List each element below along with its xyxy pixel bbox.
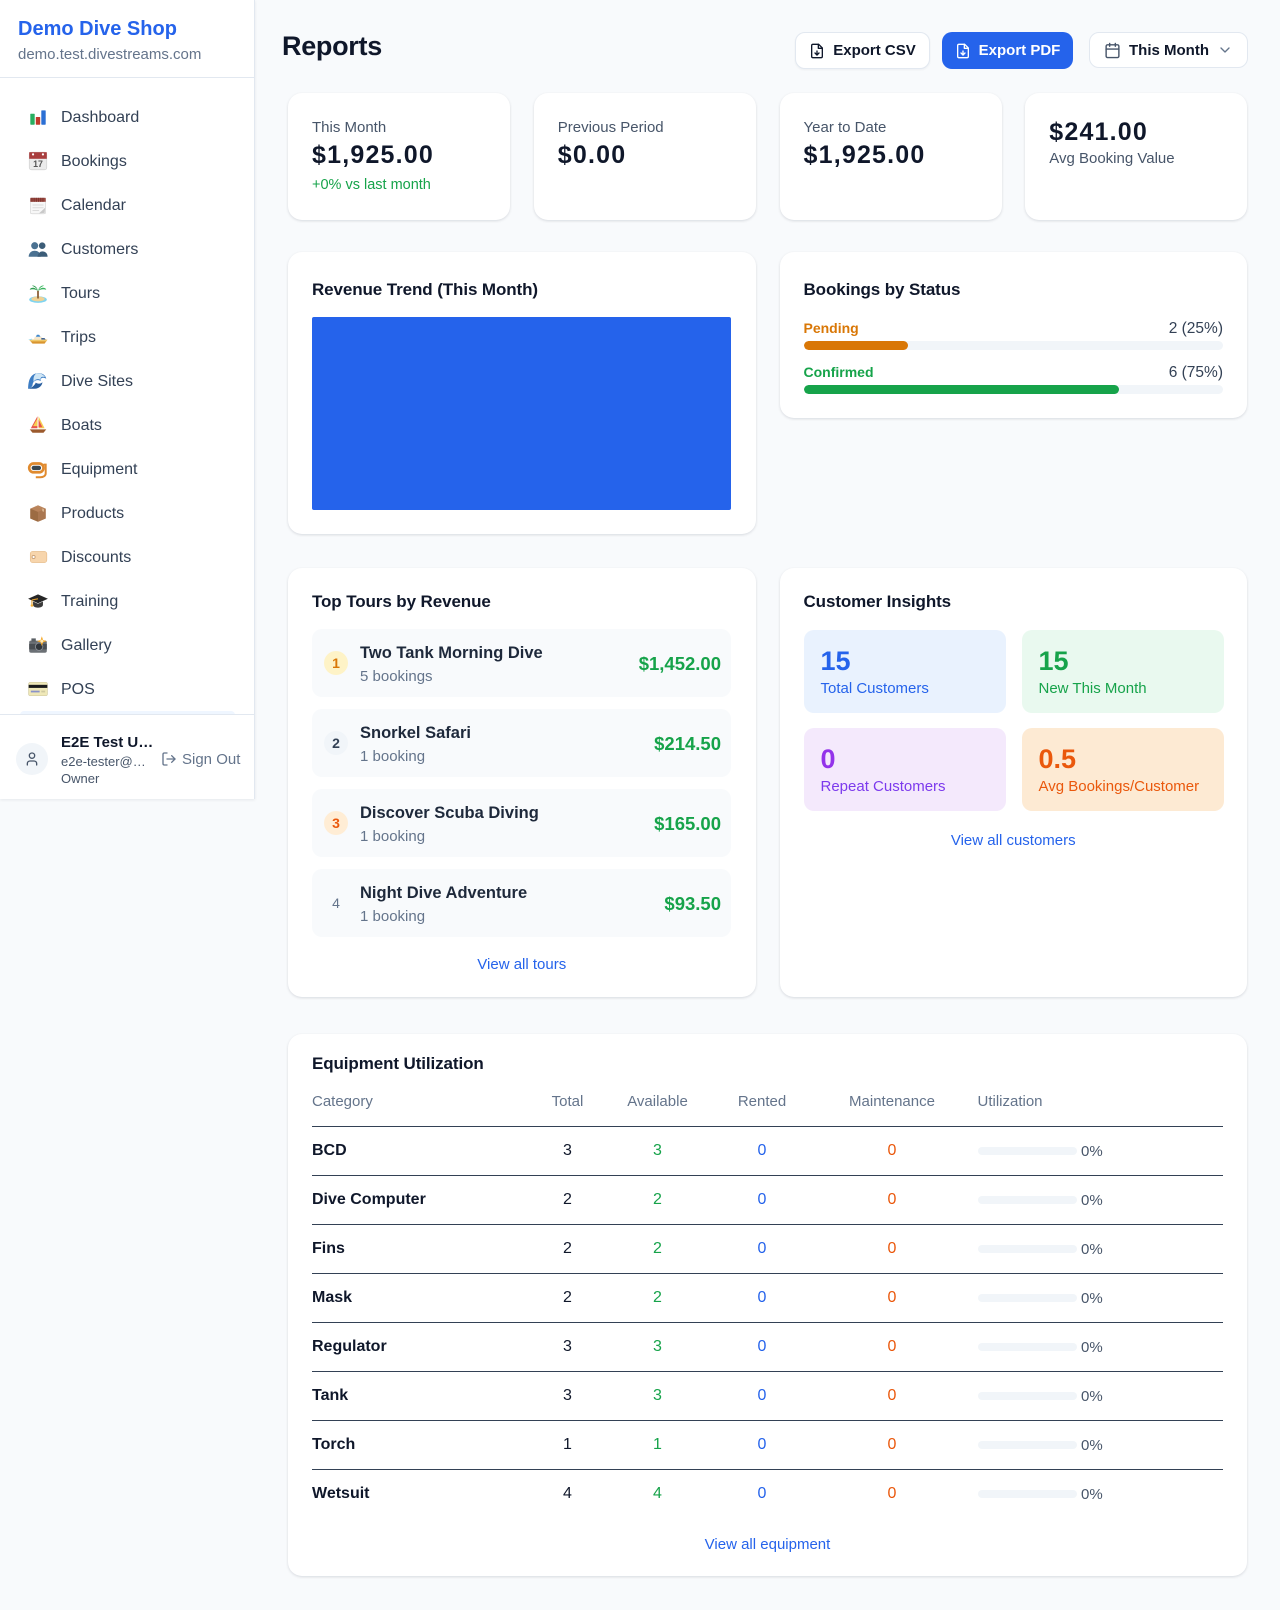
svg-text:17: 17 [33,159,43,169]
